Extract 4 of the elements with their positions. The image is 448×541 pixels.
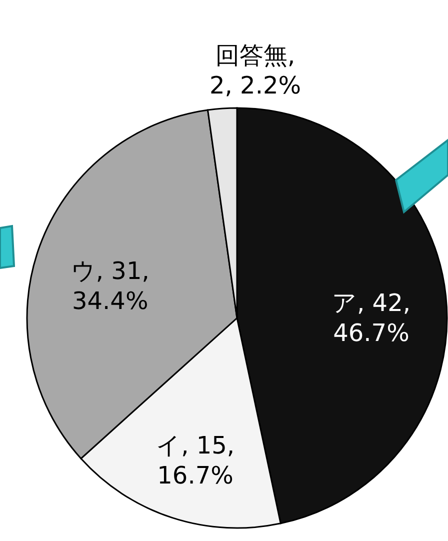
slice-label: イ, 15, 16.7% (156, 431, 234, 490)
slice-label: 回答無, 2, 2.2% (210, 42, 302, 100)
slice-label: ア, 42, 46.7% (332, 288, 410, 347)
slice-label: ウ, 31, 34.4% (70, 256, 150, 315)
